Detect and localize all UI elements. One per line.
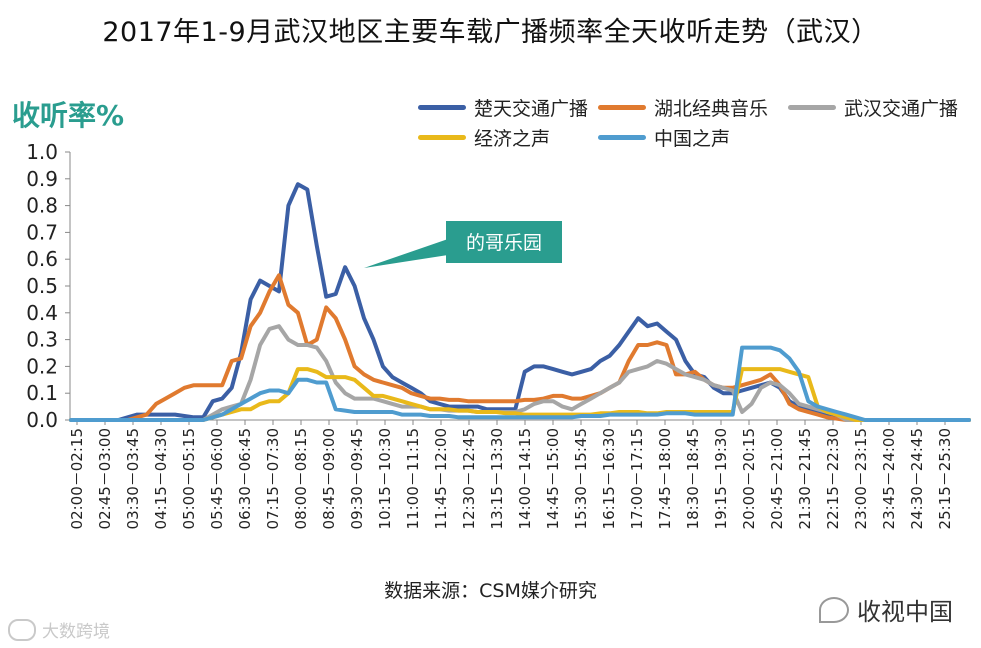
legend-item: 中国之声: [598, 124, 730, 151]
legend-label: 经济之声: [474, 128, 551, 150]
x-tick-label: 23:45－24:00: [880, 428, 898, 529]
y-tick-label: 0.1: [26, 381, 58, 405]
y-tick-label: 0.9: [26, 167, 58, 191]
legend-item: 经济之声: [418, 124, 550, 151]
watermark-right-label: 收视中国: [857, 598, 953, 626]
legend-swatch: [788, 105, 836, 110]
series-line: [69, 182, 971, 422]
y-tick-label: 0.5: [26, 274, 58, 298]
x-tick-label: 11:45－12:00: [432, 428, 450, 529]
series-line: [69, 273, 971, 422]
x-tick-label: 18:30－18:45: [684, 428, 702, 529]
x-tick-label: 20:00－20:15: [740, 428, 758, 529]
y-tick-label: 0.4: [26, 301, 58, 325]
x-tick-label: 08:00－08:15: [292, 428, 310, 529]
legend-label: 中国之声: [654, 128, 731, 150]
y-tick-label: 0.3: [26, 328, 58, 352]
legend-swatch: [418, 105, 466, 110]
y-tick-label: 0.2: [26, 354, 58, 378]
series-line: [69, 345, 971, 422]
x-tick-label: 21:30－21:45: [796, 428, 814, 529]
y-tick-label: 1.0: [26, 140, 58, 164]
y-tick-label: 0.8: [26, 194, 58, 218]
y-tick-label: 0.7: [26, 220, 58, 244]
chart-title: 2017年1-9月武汉地区主要车载广播频率全天收听走势（武汉）: [102, 17, 879, 48]
legend-label: 武汉交通广播: [844, 98, 959, 120]
x-tick-label: 12:30－12:45: [460, 428, 478, 529]
legend-item: 楚天交通广播: [418, 94, 588, 121]
legend-swatch: [418, 135, 466, 140]
x-tick-label: 23:00－23:15: [852, 428, 870, 529]
x-tick-label: 10:15－10:30: [376, 428, 394, 529]
x-tick-label: 20:45－21:00: [768, 428, 786, 529]
x-tick-label: 13:15－13:30: [488, 428, 506, 529]
x-tick-label: 15:30－15:45: [572, 428, 590, 529]
x-tick-label: 05:45－06:00: [208, 428, 226, 529]
y-tick-label: 0.6: [26, 247, 58, 271]
x-tick-label: 02:45－03:00: [96, 428, 114, 529]
x-tick-label: 17:00－17:15: [628, 428, 646, 529]
x-tick-label: 17:45－18:00: [656, 428, 674, 529]
annotation-label: 的哥乐园: [466, 232, 542, 254]
x-tick-label: 25:15－25:30: [936, 428, 954, 529]
wechat-icon: [819, 596, 849, 623]
brand-logo-icon: [8, 618, 36, 641]
x-tick-label: 19:15－19:30: [712, 428, 730, 529]
x-tick-label: 24:30－24:45: [908, 428, 926, 529]
x-tick-label: 06:30－06:45: [236, 428, 254, 529]
x-tick-label: 02:00－02:15: [68, 428, 86, 529]
legend-item: 武汉交通广播: [788, 94, 958, 121]
legend-swatch: [598, 135, 646, 140]
legend-item: 湖北经典音乐: [598, 94, 768, 121]
annotation-box: [446, 221, 562, 263]
x-tick-label: 14:45－15:00: [544, 428, 562, 529]
legend-swatch: [598, 105, 646, 110]
y-axis-label: 收听率%: [12, 99, 125, 132]
x-tick-label: 16:15－16:30: [600, 428, 618, 529]
watermark-left-label: 大数跨境: [42, 622, 110, 642]
y-tick-label: 0.0: [26, 408, 58, 432]
source-note: 数据来源：CSM媒介研究: [384, 580, 597, 602]
legend-label: 楚天交通广播: [474, 98, 589, 120]
watermark-left: 大数跨境: [8, 617, 110, 642]
x-tick-label: 03:30－03:45: [124, 428, 142, 529]
x-tick-label: 22:15－22:30: [824, 428, 842, 529]
series-line: [69, 324, 971, 422]
watermark-right: 收视中国: [819, 592, 953, 627]
x-tick-label: 08:45－09:00: [320, 428, 338, 529]
x-tick-label: 04:15－04:30: [152, 428, 170, 529]
x-tick-label: 05:00－05:15: [180, 428, 198, 529]
x-tick-label: 11:00－11:15: [404, 428, 422, 529]
x-tick-label: 09:30－09:45: [348, 428, 366, 529]
annotation-pointer: [364, 239, 448, 268]
x-tick-label: 14:00－14:15: [516, 428, 534, 529]
x-tick-label: 07:15－07:30: [264, 428, 282, 529]
legend-label: 湖北经典音乐: [654, 98, 769, 120]
